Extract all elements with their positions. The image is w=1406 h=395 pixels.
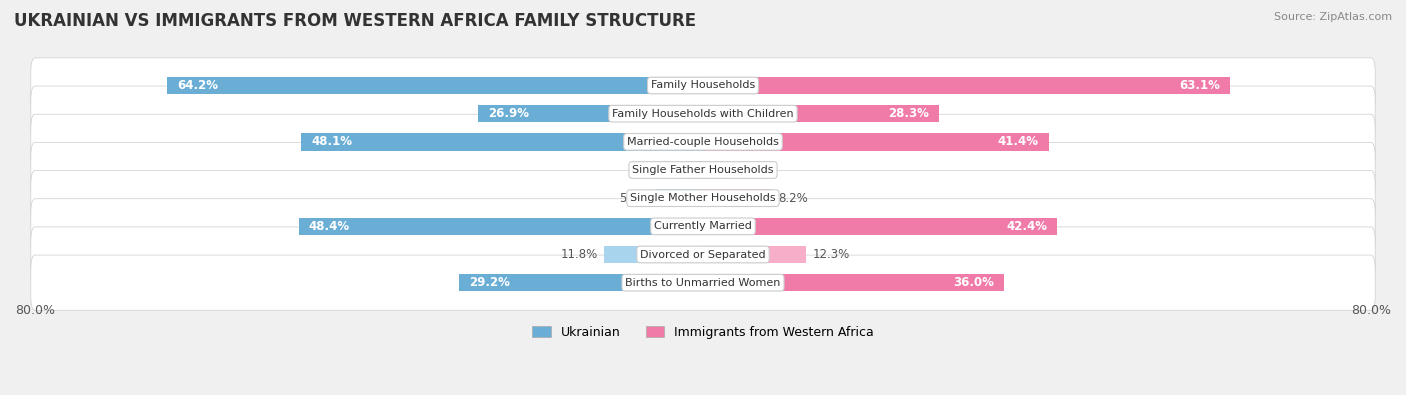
Bar: [703, 246, 806, 263]
Bar: [703, 274, 1004, 292]
Text: Births to Unmarried Women: Births to Unmarried Women: [626, 278, 780, 288]
Text: 63.1%: 63.1%: [1180, 79, 1220, 92]
Text: Family Households: Family Households: [651, 81, 755, 90]
Text: 8.2%: 8.2%: [778, 192, 808, 205]
Bar: [686, 161, 703, 179]
Text: 48.4%: 48.4%: [309, 220, 350, 233]
FancyBboxPatch shape: [31, 199, 1375, 254]
Bar: [605, 246, 703, 263]
Text: 26.9%: 26.9%: [488, 107, 530, 120]
Text: Source: ZipAtlas.com: Source: ZipAtlas.com: [1274, 12, 1392, 22]
Text: Family Households with Children: Family Households with Children: [612, 109, 794, 118]
Text: 28.3%: 28.3%: [889, 107, 929, 120]
Text: 48.1%: 48.1%: [311, 135, 353, 149]
Bar: [703, 161, 723, 179]
Bar: [301, 133, 703, 150]
Bar: [703, 190, 772, 207]
Bar: [167, 77, 703, 94]
FancyBboxPatch shape: [31, 143, 1375, 198]
Text: Single Mother Households: Single Mother Households: [630, 193, 776, 203]
Text: 11.8%: 11.8%: [561, 248, 598, 261]
Text: Married-couple Households: Married-couple Households: [627, 137, 779, 147]
Text: 5.7%: 5.7%: [619, 192, 648, 205]
Text: Divorced or Separated: Divorced or Separated: [640, 250, 766, 260]
FancyBboxPatch shape: [31, 227, 1375, 282]
Text: 42.4%: 42.4%: [1007, 220, 1047, 233]
Bar: [299, 218, 703, 235]
Bar: [478, 105, 703, 122]
Legend: Ukrainian, Immigrants from Western Africa: Ukrainian, Immigrants from Western Afric…: [527, 321, 879, 344]
Text: 2.4%: 2.4%: [730, 164, 759, 177]
Bar: [703, 218, 1057, 235]
Text: Currently Married: Currently Married: [654, 221, 752, 231]
FancyBboxPatch shape: [31, 58, 1375, 113]
Text: 36.0%: 36.0%: [953, 276, 994, 289]
Text: 29.2%: 29.2%: [470, 276, 510, 289]
Bar: [460, 274, 703, 292]
Bar: [703, 105, 939, 122]
Text: UKRAINIAN VS IMMIGRANTS FROM WESTERN AFRICA FAMILY STRUCTURE: UKRAINIAN VS IMMIGRANTS FROM WESTERN AFR…: [14, 12, 696, 30]
FancyBboxPatch shape: [31, 86, 1375, 141]
Bar: [703, 77, 1230, 94]
Text: Single Father Households: Single Father Households: [633, 165, 773, 175]
Bar: [703, 133, 1049, 150]
Bar: [655, 190, 703, 207]
Text: 64.2%: 64.2%: [177, 79, 218, 92]
FancyBboxPatch shape: [31, 171, 1375, 226]
FancyBboxPatch shape: [31, 255, 1375, 310]
FancyBboxPatch shape: [31, 114, 1375, 169]
Text: 41.4%: 41.4%: [998, 135, 1039, 149]
Text: 12.3%: 12.3%: [813, 248, 849, 261]
Text: 2.1%: 2.1%: [650, 164, 679, 177]
